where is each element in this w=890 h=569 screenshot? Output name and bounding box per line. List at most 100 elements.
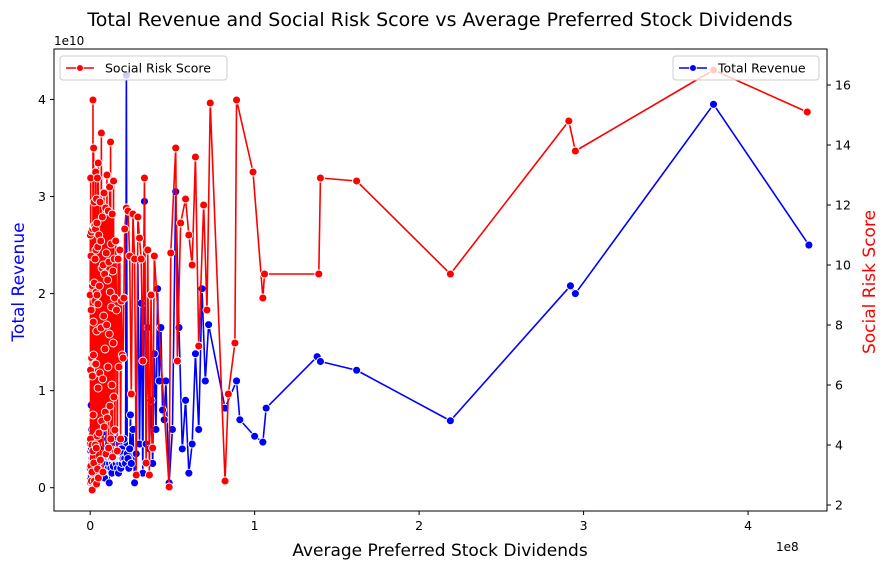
data-point (445, 269, 455, 279)
data-point (102, 413, 112, 423)
data-point (106, 137, 116, 147)
data-point (149, 251, 159, 261)
data-point (202, 305, 212, 315)
data-point (144, 470, 154, 480)
right-y-tick-label: 14 (835, 138, 851, 153)
data-point (200, 376, 210, 386)
data-point (90, 254, 100, 264)
data-point (102, 320, 112, 330)
plot-frame (53, 48, 828, 512)
chart-title: Total Revenue and Social Risk Score vs A… (86, 9, 792, 31)
right-y-tick-label: 12 (835, 198, 851, 213)
data-point (101, 248, 111, 258)
data-point (197, 284, 207, 294)
data-point (199, 200, 209, 210)
left-y-tick-label: 2 (38, 286, 46, 301)
data-point (130, 478, 140, 488)
data-point (230, 338, 240, 348)
data-point (91, 359, 101, 369)
data-point (164, 482, 174, 492)
data-point (109, 176, 118, 186)
data-point (232, 376, 242, 386)
right-y-tick-label: 8 (835, 318, 843, 333)
x-tick-label: 2 (415, 518, 423, 533)
data-point (140, 173, 149, 183)
right-y-tick-label: 2 (835, 498, 843, 513)
data-point (107, 380, 117, 390)
data-point (204, 320, 214, 330)
data-point (235, 415, 245, 425)
data-point (88, 95, 98, 105)
data-point (126, 389, 136, 399)
right-y-tick-label: 10 (835, 258, 851, 273)
data-point (92, 173, 102, 183)
data-point (104, 443, 114, 453)
data-point (126, 410, 135, 420)
right-y-tick-label: 6 (835, 378, 843, 393)
data-point (95, 455, 105, 465)
data-point (181, 395, 191, 405)
legend-social-risk-label: Social Risk Score (105, 61, 211, 76)
data-point (315, 357, 325, 366)
data-point (95, 197, 105, 207)
data-point (105, 401, 115, 411)
data-point (125, 444, 135, 454)
data-point (136, 254, 146, 264)
data-point (352, 365, 362, 375)
data-point (93, 299, 103, 309)
data-point (194, 341, 204, 351)
data-point (181, 194, 191, 204)
data-point (190, 152, 200, 162)
left-axis-offset-label: 1e10 (54, 34, 84, 48)
left-axis-label: Total Revenue (9, 222, 29, 342)
data-point (570, 289, 580, 299)
data-point (88, 410, 98, 420)
right-y-tick-label: 4 (835, 438, 843, 453)
data-point (112, 446, 122, 456)
data-point (99, 422, 109, 432)
data-point (112, 305, 121, 315)
data-point (102, 170, 112, 180)
x-tick-label: 0 (86, 518, 94, 533)
data-point (98, 374, 108, 384)
data-point (177, 444, 187, 454)
data-point (223, 389, 233, 399)
data-point (91, 443, 101, 453)
data-point (119, 293, 129, 303)
data-point (96, 236, 106, 246)
legend-total-revenue-box (672, 55, 820, 81)
data-point (176, 218, 186, 228)
x-tick-label: 3 (580, 518, 588, 533)
data-point (99, 311, 109, 321)
data-point (103, 275, 113, 285)
data-point (184, 230, 194, 240)
left-y-tick-label: 3 (38, 189, 46, 204)
data-point (88, 317, 98, 327)
data-point (146, 290, 156, 300)
data-point (89, 143, 99, 153)
data-point (148, 443, 158, 453)
data-point (92, 290, 102, 300)
data-point (87, 371, 97, 381)
data-point (205, 98, 215, 108)
data-point (103, 362, 113, 372)
data-point (114, 362, 124, 372)
right-y-tick-label: 16 (835, 78, 851, 93)
data-point (315, 173, 325, 183)
legend-social-risk-marker (76, 64, 84, 72)
data-point (138, 356, 148, 366)
data-point (143, 245, 153, 255)
data-point (565, 281, 575, 291)
data-point (187, 260, 197, 270)
data-point (190, 349, 200, 359)
data-point (96, 128, 106, 138)
data-point (104, 478, 114, 488)
data-point (166, 248, 176, 258)
series-social-risk (85, 65, 812, 495)
legend-total-revenue-marker (689, 64, 697, 72)
legend-total-revenue-label: Total Revenue (717, 61, 806, 76)
data-point (220, 476, 230, 486)
